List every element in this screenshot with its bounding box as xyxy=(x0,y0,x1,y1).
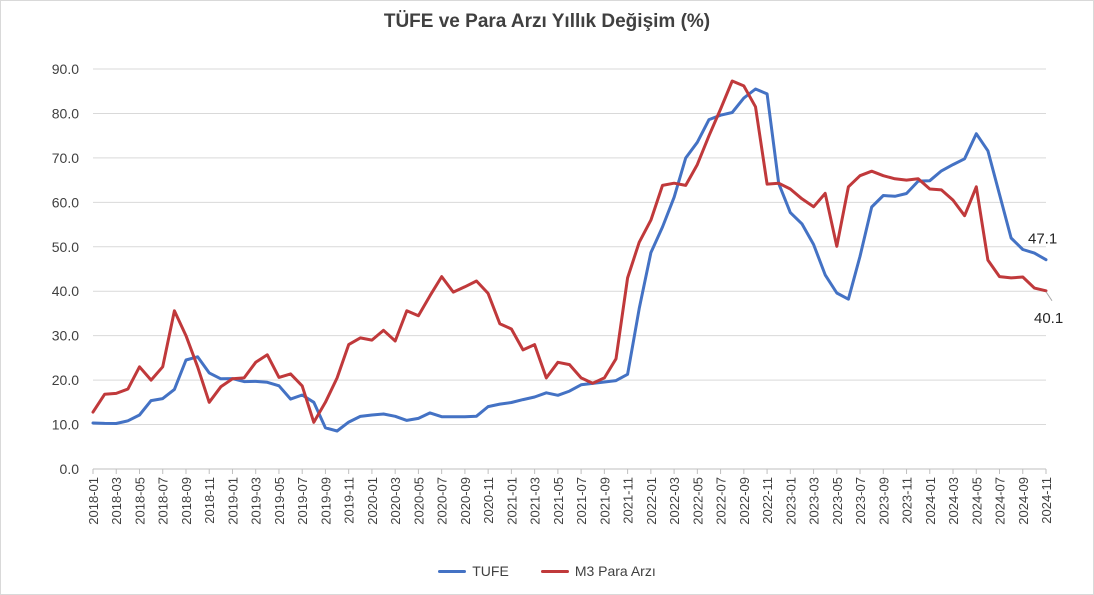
x-tick-label: 2019-09 xyxy=(318,477,333,525)
x-tick-label: 2023-01 xyxy=(783,477,798,525)
x-tick-label: 2023-09 xyxy=(876,477,891,525)
y-tick-label: 0.0 xyxy=(60,461,80,477)
x-tick-label: 2023-05 xyxy=(830,477,845,525)
data-label-m3-last: 40.1 xyxy=(1034,310,1063,327)
x-tick-label: 2023-07 xyxy=(853,477,868,525)
legend-item-m3: M3 Para Arzı xyxy=(540,563,656,579)
x-tick-label: 2023-03 xyxy=(807,477,822,525)
x-tick-label: 2020-09 xyxy=(458,477,473,525)
x-tick-label: 2020-07 xyxy=(435,477,450,525)
legend-label-m3: M3 Para Arzı xyxy=(574,563,656,579)
x-tick-label: 2024-03 xyxy=(946,477,961,525)
x-tick-label: 2024-01 xyxy=(923,477,938,525)
x-tick-label: 2021-07 xyxy=(574,477,589,525)
x-tick-label: 2019-07 xyxy=(295,477,310,525)
y-tick-label: 10.0 xyxy=(52,417,79,433)
x-tick-label: 2020-11 xyxy=(481,477,496,524)
series-line-m3 xyxy=(91,79,1048,424)
x-tick-label: 2022-03 xyxy=(667,477,682,525)
data-label-leader xyxy=(1045,291,1053,302)
x-tick-label: 2022-07 xyxy=(714,477,729,525)
legend-item-tufe: TUFE xyxy=(438,563,509,579)
x-tick-label: 2018-07 xyxy=(156,477,171,525)
y-tick-label: 70.0 xyxy=(52,150,79,166)
x-tick-label: 2020-03 xyxy=(388,477,403,525)
x-tick-label: 2018-11 xyxy=(202,477,217,524)
series-lines xyxy=(91,79,1048,433)
legend: TUFE M3 Para Arzı xyxy=(1,563,1093,579)
x-tick-label: 2021-01 xyxy=(504,477,519,525)
y-tick-label: 20.0 xyxy=(52,372,79,388)
x-tick-label: 2019-03 xyxy=(249,477,264,525)
x-tick-label: 2019-05 xyxy=(272,477,287,525)
data-label-tufe-last: 47.1 xyxy=(1028,231,1057,248)
x-tick-label: 2024-09 xyxy=(1016,477,1031,525)
chart-title: TÜFE ve Para Arzı Yıllık Değişim (%) xyxy=(383,11,711,32)
x-tick-label: 2024-05 xyxy=(969,477,984,525)
legend-swatch-tufe xyxy=(438,569,467,573)
x-tick-label: 2022-09 xyxy=(737,477,752,525)
x-tick-label: 2019-01 xyxy=(225,477,240,525)
y-tick-label: 90.0 xyxy=(52,61,79,77)
gridlines xyxy=(93,68,1046,470)
x-tick-label: 2022-05 xyxy=(690,477,705,525)
x-tick-label: 2019-11 xyxy=(342,477,357,524)
x-tick-label: 2021-11 xyxy=(621,477,636,524)
y-tick-label: 60.0 xyxy=(52,194,79,210)
x-tick-label: 2018-05 xyxy=(132,477,147,525)
x-tick-label: 2018-03 xyxy=(109,477,124,525)
y-tick-label: 30.0 xyxy=(52,328,79,344)
x-tick-label: 2024-11 xyxy=(1039,477,1054,524)
x-tick-label: 2022-11 xyxy=(760,477,775,524)
x-tick-label: 2021-03 xyxy=(528,477,543,525)
x-tick-label: 2024-07 xyxy=(993,477,1008,525)
axes: 0.0 10.0 20.0 30.0 40.0 50.0 60.0 70.0 80.0 90.0 2… xyxy=(52,61,1054,525)
x-tick-label: 2023-11 xyxy=(900,477,915,524)
y-tick-label: 50.0 xyxy=(52,239,79,255)
x-tick-label: 2020-01 xyxy=(365,477,380,525)
data-labels: 47.1 40.1 xyxy=(1028,231,1063,327)
x-tick-label: 2020-05 xyxy=(411,477,426,525)
x-tick-label: 2018-09 xyxy=(179,477,194,525)
x-tick-label: 2021-09 xyxy=(597,477,612,525)
x-tick-label: 2022-01 xyxy=(644,477,659,525)
legend-swatch-m3 xyxy=(540,569,569,573)
y-tick-label: 80.0 xyxy=(52,105,79,121)
legend-label-tufe: TUFE xyxy=(472,563,509,579)
y-tick-label: 40.0 xyxy=(52,283,79,299)
series-line-tufe xyxy=(91,87,1048,433)
x-tick-label: 2021-05 xyxy=(551,477,566,525)
x-tick-label: 2018-01 xyxy=(86,477,101,525)
